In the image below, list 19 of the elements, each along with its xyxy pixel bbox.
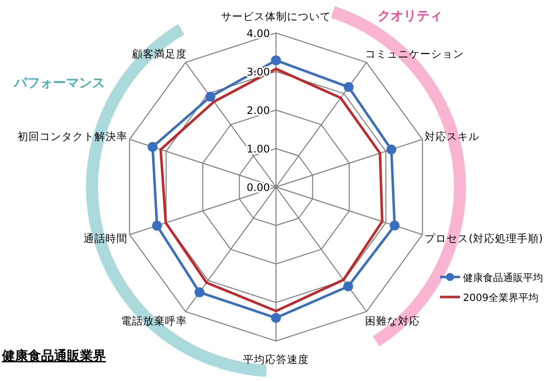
spoke-label: サービス体制について bbox=[221, 10, 331, 24]
spoke-label: 平均応答速度 bbox=[243, 352, 309, 366]
y-tick-label: 0.00 bbox=[246, 182, 270, 194]
text: パフォーマンス bbox=[13, 76, 105, 91]
legend-label: 2009全業界平均 bbox=[463, 292, 538, 304]
spoke-label: 初回コンタクト解決率 bbox=[17, 130, 128, 144]
y-tick-label: 2.00 bbox=[246, 105, 270, 117]
spoke-label: 対応スキル bbox=[424, 130, 480, 144]
text: 健康食品通販業界 bbox=[1, 348, 106, 364]
legend-label: 健康食品通販平均 bbox=[463, 272, 543, 284]
spoke-label: コミュニケーション bbox=[364, 48, 464, 61]
text: クオリティ bbox=[378, 9, 442, 24]
spoke-label: 困難な対応 bbox=[364, 314, 420, 328]
spoke-label: プロセス(対応処理手順) bbox=[424, 232, 543, 245]
y-tick-label: 4.00 bbox=[246, 28, 270, 40]
spoke-label: 顧客満足度 bbox=[132, 48, 188, 61]
spoke-label: 通話時間 bbox=[83, 232, 128, 245]
y-tick-label: 1.00 bbox=[246, 144, 270, 156]
spoke-label: 電話放棄呼率 bbox=[121, 314, 188, 328]
